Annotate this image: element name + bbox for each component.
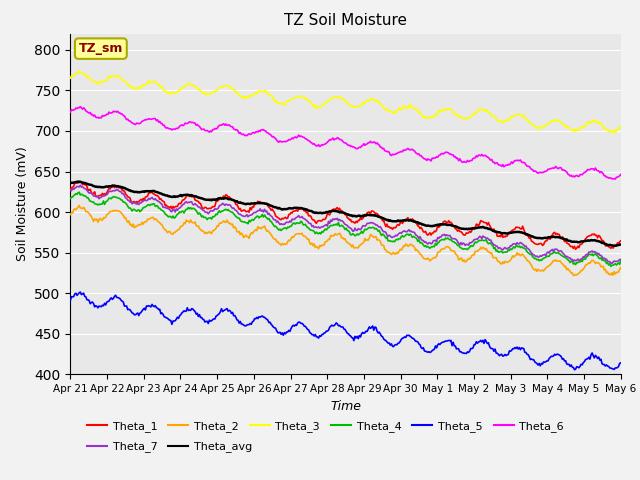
X-axis label: Time: Time xyxy=(330,400,361,413)
Y-axis label: Soil Moisture (mV): Soil Moisture (mV) xyxy=(16,146,29,262)
Text: TZ_sm: TZ_sm xyxy=(79,42,123,55)
Legend: Theta_7, Theta_avg: Theta_7, Theta_avg xyxy=(87,442,252,452)
Title: TZ Soil Moisture: TZ Soil Moisture xyxy=(284,13,407,28)
